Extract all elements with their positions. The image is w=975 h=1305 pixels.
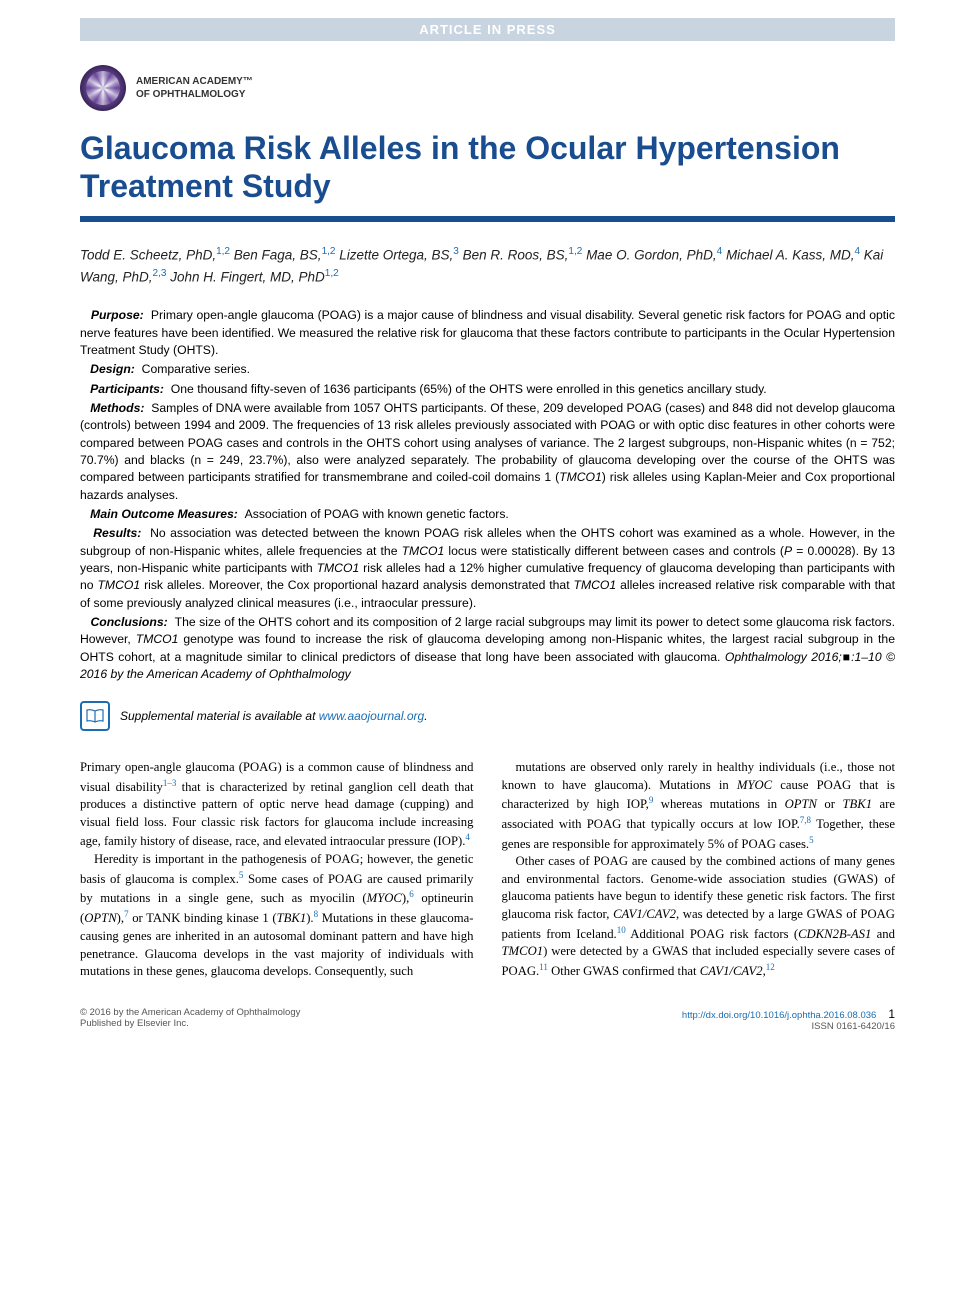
- supplement-notice: Supplemental material is available at ww…: [80, 701, 895, 731]
- page-footer: © 2016 by the American Academy of Ophtha…: [0, 999, 975, 1056]
- authors-list: Todd E. Scheetz, PhD,1,2 Ben Faga, BS,1,…: [0, 244, 975, 302]
- publisher-name: AMERICAN ACADEMY™ OF OPHTHALMOLOGY: [136, 75, 253, 101]
- body-paragraph: Other cases of POAG are caused by the co…: [502, 853, 896, 980]
- abstract-purpose: Purpose: Primary open-angle glaucoma (PO…: [80, 307, 895, 359]
- body-paragraph: Heredity is important in the pathogenesi…: [80, 851, 474, 980]
- article-title: Glaucoma Risk Alleles in the Ocular Hype…: [0, 123, 975, 216]
- abstract-design: Design: Comparative series.: [80, 361, 895, 378]
- article-body: Primary open-angle glaucoma (POAG) is a …: [0, 749, 975, 998]
- issn: ISSN 0161-6420/16: [682, 1021, 895, 1032]
- page-number: 1: [888, 1007, 895, 1021]
- abstract-section: Purpose: Primary open-angle glaucoma (PO…: [0, 301, 975, 691]
- abstract-main-outcome: Main Outcome Measures: Association of PO…: [80, 506, 895, 523]
- publisher-logo-icon: [80, 65, 126, 111]
- body-paragraph: mutations are observed only rarely in he…: [502, 759, 896, 853]
- publisher-line2: OF OPHTHALMOLOGY: [136, 88, 253, 101]
- abstract-results: Results: No association was detected bet…: [80, 525, 895, 612]
- footer-meta: http://dx.doi.org/10.1016/j.ophtha.2016.…: [682, 1007, 895, 1032]
- abstract-conclusions: Conclusions: The size of the OHTS cohort…: [80, 614, 895, 683]
- body-paragraph: Primary open-angle glaucoma (POAG) is a …: [80, 759, 474, 851]
- doi-link[interactable]: http://dx.doi.org/10.1016/j.ophtha.2016.…: [682, 1010, 876, 1021]
- publisher-line1: AMERICAN ACADEMY™: [136, 75, 253, 88]
- footer-copyright: © 2016 by the American Academy of Ophtha…: [80, 1007, 300, 1032]
- title-rule: [80, 216, 895, 222]
- supplement-link[interactable]: www.aaojournal.org: [319, 709, 424, 723]
- publisher-header: AMERICAN ACADEMY™ OF OPHTHALMOLOGY: [0, 41, 975, 123]
- book-icon: [80, 701, 110, 731]
- article-in-press-banner: ARTICLE IN PRESS: [80, 18, 895, 41]
- abstract-methods: Methods: Samples of DNA were available f…: [80, 400, 895, 504]
- abstract-participants: Participants: One thousand fifty-seven o…: [80, 381, 895, 398]
- supplement-text: Supplemental material is available at ww…: [120, 709, 428, 723]
